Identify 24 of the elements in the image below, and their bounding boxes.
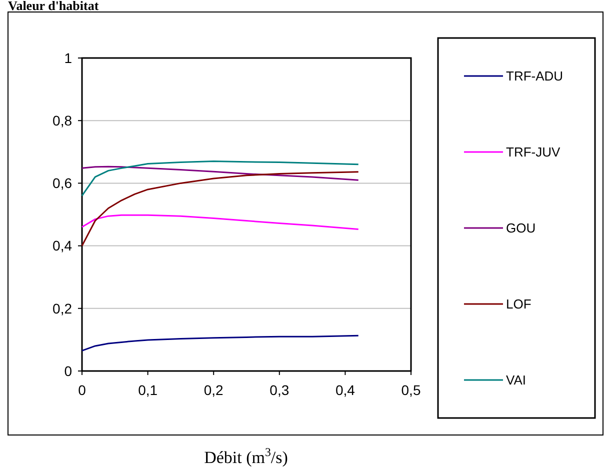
- x-tick-label: 0,5: [401, 382, 421, 398]
- line-series: [81, 171, 360, 247]
- legend-label: TRF-JUV: [506, 144, 560, 160]
- line-series: [81, 166, 360, 181]
- line-series: [81, 214, 360, 230]
- chart-title: Valeur d'habitat: [8, 0, 100, 13]
- legend-label: LOF: [506, 296, 532, 312]
- line-series: [81, 334, 360, 352]
- x-tick-label: 0,3: [270, 382, 290, 398]
- x-tick-label: 0: [78, 382, 86, 398]
- y-tick-label: 0,2: [52, 300, 72, 316]
- x-axis-title: Débit (m$^{3}$/s): [204, 445, 288, 467]
- x-tick-label: 0,2: [204, 382, 224, 398]
- legend-label: VAI: [506, 372, 526, 388]
- y-tick-label: 0,6: [52, 175, 72, 192]
- legend-label: GOU: [506, 220, 536, 236]
- x-tick-label: 0,4: [335, 382, 356, 398]
- line-series: [81, 160, 360, 196]
- y-tick-label: 1: [64, 50, 72, 66]
- x-tick-label: 0,1: [138, 382, 158, 398]
- y-tick-label: 0: [64, 362, 72, 379]
- y-tick-label: 0,8: [52, 112, 72, 128]
- y-tick-label: 0,4: [52, 238, 72, 254]
- legend-label: TRF-ADU: [506, 68, 564, 84]
